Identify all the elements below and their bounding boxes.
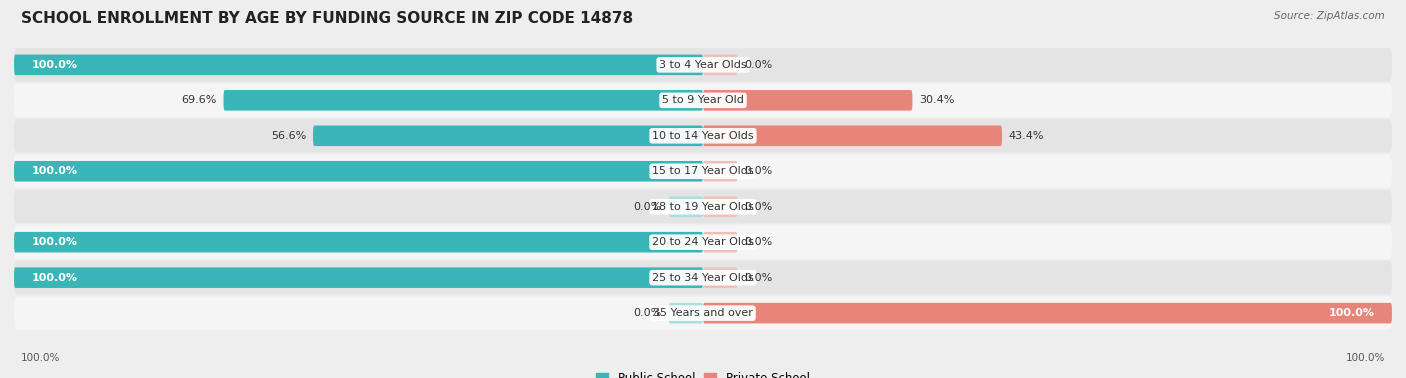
Text: 0.0%: 0.0% bbox=[634, 308, 662, 318]
Text: 20 to 24 Year Olds: 20 to 24 Year Olds bbox=[652, 237, 754, 247]
FancyBboxPatch shape bbox=[14, 232, 703, 253]
Text: 5 to 9 Year Old: 5 to 9 Year Old bbox=[662, 95, 744, 105]
FancyBboxPatch shape bbox=[703, 303, 1392, 324]
Text: 3 to 4 Year Olds: 3 to 4 Year Olds bbox=[659, 60, 747, 70]
FancyBboxPatch shape bbox=[224, 90, 703, 111]
FancyBboxPatch shape bbox=[669, 303, 703, 324]
Text: 100.0%: 100.0% bbox=[1329, 308, 1375, 318]
FancyBboxPatch shape bbox=[14, 48, 1392, 82]
Text: 0.0%: 0.0% bbox=[744, 202, 772, 212]
FancyBboxPatch shape bbox=[14, 119, 1392, 152]
Text: 100.0%: 100.0% bbox=[31, 237, 77, 247]
FancyBboxPatch shape bbox=[14, 226, 1392, 259]
FancyBboxPatch shape bbox=[14, 54, 703, 75]
FancyBboxPatch shape bbox=[14, 155, 1392, 188]
FancyBboxPatch shape bbox=[669, 197, 703, 217]
Text: 100.0%: 100.0% bbox=[31, 273, 77, 283]
Text: SCHOOL ENROLLMENT BY AGE BY FUNDING SOURCE IN ZIP CODE 14878: SCHOOL ENROLLMENT BY AGE BY FUNDING SOUR… bbox=[21, 11, 633, 26]
Text: 10 to 14 Year Olds: 10 to 14 Year Olds bbox=[652, 131, 754, 141]
Text: 18 to 19 Year Olds: 18 to 19 Year Olds bbox=[652, 202, 754, 212]
FancyBboxPatch shape bbox=[14, 267, 703, 288]
Text: 100.0%: 100.0% bbox=[31, 60, 77, 70]
Text: 100.0%: 100.0% bbox=[21, 353, 60, 363]
Text: 43.4%: 43.4% bbox=[1010, 131, 1045, 141]
Text: 56.6%: 56.6% bbox=[271, 131, 307, 141]
Text: 0.0%: 0.0% bbox=[744, 237, 772, 247]
Text: Source: ZipAtlas.com: Source: ZipAtlas.com bbox=[1274, 11, 1385, 21]
FancyBboxPatch shape bbox=[314, 125, 703, 146]
FancyBboxPatch shape bbox=[703, 161, 738, 181]
Text: 0.0%: 0.0% bbox=[744, 166, 772, 176]
Text: 25 to 34 Year Olds: 25 to 34 Year Olds bbox=[652, 273, 754, 283]
Text: 69.6%: 69.6% bbox=[181, 95, 217, 105]
FancyBboxPatch shape bbox=[703, 197, 738, 217]
FancyBboxPatch shape bbox=[703, 232, 738, 253]
Text: 15 to 17 Year Olds: 15 to 17 Year Olds bbox=[652, 166, 754, 176]
Text: 100.0%: 100.0% bbox=[1346, 353, 1385, 363]
FancyBboxPatch shape bbox=[703, 125, 1002, 146]
Text: 0.0%: 0.0% bbox=[744, 273, 772, 283]
FancyBboxPatch shape bbox=[14, 84, 1392, 117]
Text: 35 Years and over: 35 Years and over bbox=[652, 308, 754, 318]
Text: 100.0%: 100.0% bbox=[31, 166, 77, 176]
Legend: Public School, Private School: Public School, Private School bbox=[592, 367, 814, 378]
Text: 0.0%: 0.0% bbox=[634, 202, 662, 212]
FancyBboxPatch shape bbox=[14, 296, 1392, 330]
FancyBboxPatch shape bbox=[703, 54, 738, 75]
Text: 0.0%: 0.0% bbox=[744, 60, 772, 70]
FancyBboxPatch shape bbox=[14, 261, 1392, 294]
FancyBboxPatch shape bbox=[703, 90, 912, 111]
Text: 30.4%: 30.4% bbox=[920, 95, 955, 105]
FancyBboxPatch shape bbox=[14, 190, 1392, 223]
FancyBboxPatch shape bbox=[703, 267, 738, 288]
FancyBboxPatch shape bbox=[14, 161, 703, 181]
